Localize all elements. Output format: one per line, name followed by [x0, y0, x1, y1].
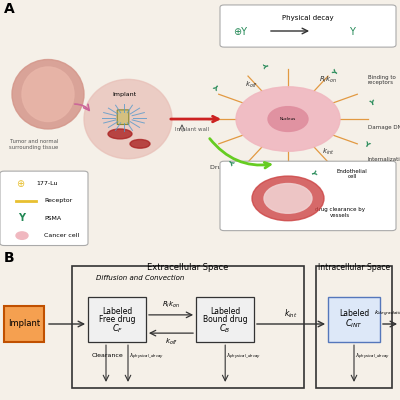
Text: $R_i k_{on}$: $R_i k_{on}$ [162, 300, 180, 310]
Text: Y: Y [18, 213, 26, 223]
Ellipse shape [12, 60, 84, 129]
Text: ⊕: ⊕ [16, 178, 24, 188]
Ellipse shape [84, 79, 172, 159]
Bar [4, 306, 44, 342]
Text: A: A [4, 2, 15, 16]
Text: ⊕Y: ⊕Y [233, 27, 247, 37]
Text: $\lambda_{physical\_decay}$: $\lambda_{physical\_decay}$ [129, 352, 164, 361]
Text: $C_F$: $C_F$ [112, 322, 123, 335]
Text: $C_B$: $C_B$ [220, 322, 231, 335]
FancyBboxPatch shape [0, 171, 88, 246]
Circle shape [264, 184, 312, 213]
Text: Y: Y [309, 168, 316, 175]
Text: Implant wall: Implant wall [175, 128, 209, 132]
Text: 177-Lu: 177-Lu [36, 181, 58, 186]
Text: Cancer cell: Cancer cell [44, 233, 79, 238]
Text: Bound drug: Bound drug [203, 315, 248, 324]
Text: Internalization: Internalization [368, 157, 400, 162]
Text: Clearance: Clearance [91, 354, 123, 358]
Text: Labeled: Labeled [339, 309, 369, 318]
Text: Y: Y [214, 82, 221, 90]
Text: PSMA: PSMA [44, 216, 61, 221]
FancyBboxPatch shape [220, 161, 396, 231]
Text: Labeled: Labeled [210, 307, 240, 316]
Text: Binding to
receptors: Binding to receptors [368, 74, 396, 85]
Text: $C_{INT}$: $C_{INT}$ [345, 318, 363, 330]
Circle shape [236, 87, 340, 151]
Ellipse shape [130, 140, 150, 148]
Text: $\lambda_{physical\_decay}$: $\lambda_{physical\_decay}$ [226, 352, 261, 361]
Circle shape [16, 232, 28, 239]
Bar [196, 297, 254, 342]
Text: $k_{int}$: $k_{int}$ [322, 147, 334, 157]
Bar [328, 297, 380, 342]
Text: Y: Y [349, 27, 355, 37]
Ellipse shape [108, 129, 132, 139]
Text: $k_{off}$: $k_{off}$ [165, 337, 178, 347]
Text: Physical decay: Physical decay [282, 15, 334, 21]
FancyBboxPatch shape [220, 5, 396, 47]
Text: Drug release: Drug release [210, 165, 250, 170]
Text: Nucleus: Nucleus [280, 117, 296, 121]
Text: Y: Y [332, 70, 340, 77]
FancyBboxPatch shape [117, 110, 129, 124]
Text: Y: Y [264, 63, 272, 69]
Bar [88, 297, 146, 342]
Text: Receptor: Receptor [44, 198, 72, 203]
Text: Damage DNA: Damage DNA [368, 125, 400, 130]
Text: Endothelial
cell: Endothelial cell [337, 169, 367, 180]
Text: Extracellular Space: Extracellular Space [147, 263, 229, 272]
Text: Free drug: Free drug [99, 315, 136, 324]
Text: Y: Y [369, 99, 375, 106]
Bar [316, 266, 392, 388]
Text: drug clearance by
vessels: drug clearance by vessels [315, 208, 365, 218]
Text: Intracellular Space: Intracellular Space [318, 263, 390, 272]
Bar [72, 266, 304, 388]
Text: B: B [4, 251, 15, 265]
Text: Labeled: Labeled [102, 307, 132, 316]
Circle shape [268, 107, 308, 132]
Text: $k_{off}$: $k_{off}$ [246, 80, 258, 90]
Text: $k_{int}$: $k_{int}$ [284, 307, 298, 320]
Text: $R_i k_{on}$: $R_i k_{on}$ [319, 75, 337, 85]
Text: Diffusion and Convection: Diffusion and Convection [96, 275, 184, 281]
Text: Y: Y [226, 156, 234, 164]
Text: Tumor and normal
surrounding tissue: Tumor and normal surrounding tissue [9, 139, 59, 150]
Text: Implant: Implant [112, 92, 136, 97]
Circle shape [252, 176, 324, 221]
Ellipse shape [22, 67, 74, 122]
Text: Implant: Implant [8, 320, 40, 328]
Text: $k_{degradation}$: $k_{degradation}$ [374, 308, 400, 319]
Text: $\lambda_{physical\_decay}$: $\lambda_{physical\_decay}$ [355, 352, 390, 361]
Text: Y: Y [362, 140, 370, 148]
